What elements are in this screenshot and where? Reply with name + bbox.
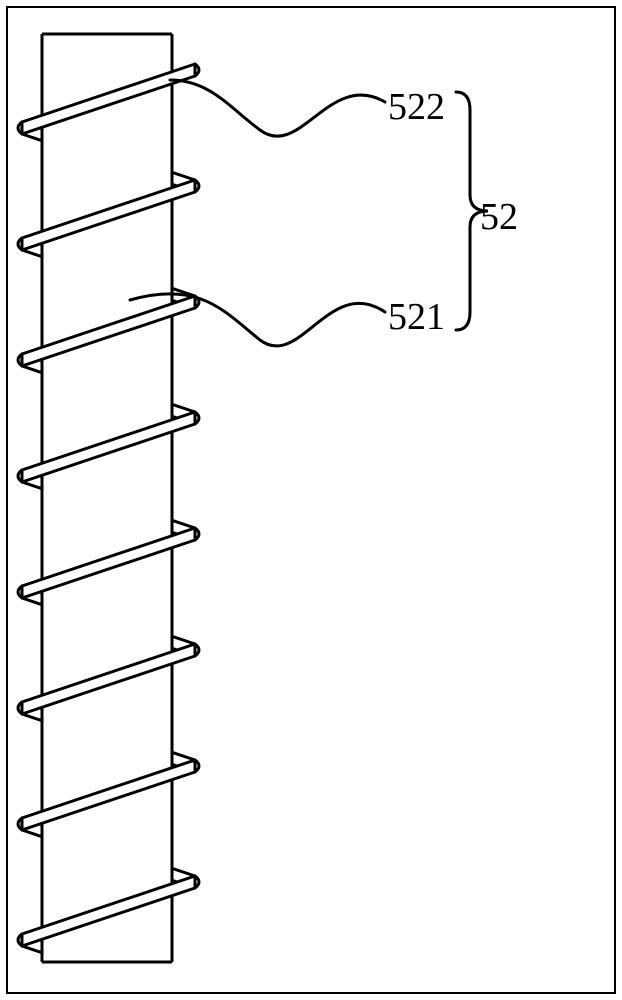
helix-turn bbox=[22, 876, 195, 946]
frame-border bbox=[7, 7, 615, 993]
bracket-52 bbox=[456, 92, 488, 330]
helix-turn bbox=[22, 760, 195, 830]
helix-turn bbox=[22, 64, 195, 134]
helix-turn bbox=[22, 296, 195, 366]
leader-522 bbox=[170, 80, 385, 136]
helix-turn bbox=[22, 644, 195, 714]
shaft-group bbox=[42, 34, 172, 962]
helix-turn bbox=[22, 180, 195, 250]
leader-521 bbox=[130, 294, 385, 346]
helix-turn bbox=[22, 528, 195, 598]
helix-turn bbox=[22, 412, 195, 482]
